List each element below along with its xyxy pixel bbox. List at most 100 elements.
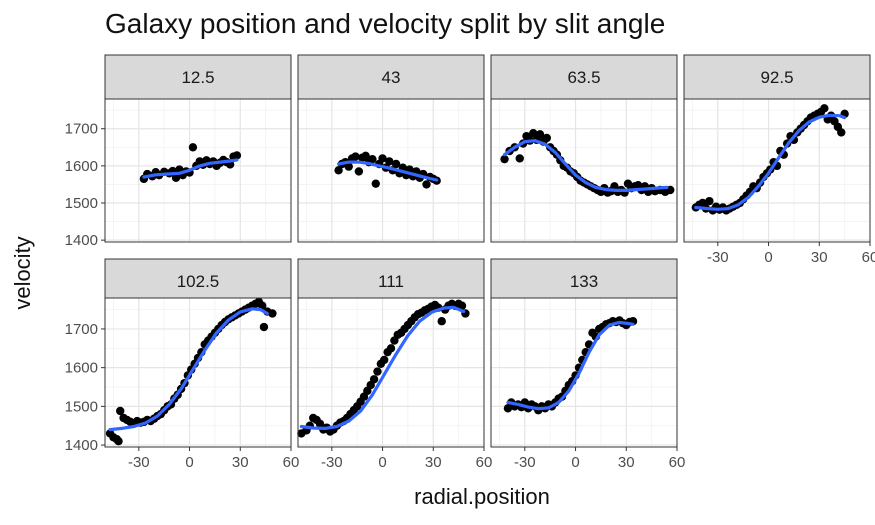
smooth-line: [506, 320, 635, 411]
data-point: [259, 322, 269, 332]
panel-12.5: 12.5 1400 1500 1600 1700: [65, 54, 292, 249]
strip-label: 111: [378, 272, 404, 291]
x-tick-label: 60: [283, 454, 300, 471]
strip-label: 12.5: [181, 68, 214, 87]
panel-111: 111 -30 0 30 60: [297, 258, 493, 471]
x-tick-label: 0: [185, 454, 193, 471]
smooth-line: [299, 305, 466, 430]
x-tick-label: 30: [232, 454, 249, 471]
y-tick-label: 1500: [65, 195, 98, 212]
data-point: [232, 151, 242, 160]
strip-label: 92.5: [760, 68, 793, 87]
panel-border: [104, 98, 292, 243]
panel-border: [490, 98, 678, 243]
data-point: [373, 367, 382, 376]
data-point: [171, 173, 181, 182]
strip-label: 43: [382, 68, 401, 87]
smooth-line: [337, 160, 439, 182]
smooth-line: [142, 158, 239, 179]
x-tick-label: -30: [128, 454, 150, 471]
y-tick-label: 1600: [65, 360, 98, 377]
panel-border: [297, 98, 485, 243]
data-point: [529, 128, 538, 138]
data-point: [386, 344, 396, 353]
panel-102.5: 102.5 -30 0 30 60 1400 1500 1600 1700: [65, 258, 300, 471]
strip-bg: [104, 258, 292, 304]
y-tick-label: 1700: [65, 321, 98, 338]
data-point: [385, 157, 394, 166]
data-point: [351, 152, 360, 161]
x-tick-label: 30: [425, 454, 442, 471]
data-point: [391, 159, 401, 169]
data-point: [422, 180, 431, 189]
data-point: [437, 317, 446, 326]
panel-border: [297, 297, 485, 448]
panel-border: [683, 98, 871, 243]
data-point: [354, 167, 364, 176]
data-point: [380, 355, 389, 365]
data-point: [820, 104, 829, 113]
y-axis-label: velocity: [10, 236, 35, 309]
panel-border: [104, 297, 292, 448]
panel-133: 133 -30 0 30 60: [490, 258, 686, 471]
panel-63.5: 63.5: [490, 54, 678, 243]
panel-border: [490, 297, 678, 448]
x-tick-label: 0: [764, 249, 772, 266]
x-tick-label: 60: [669, 454, 686, 471]
y-tick-label: 1400: [65, 232, 98, 249]
data-point: [515, 154, 524, 163]
data-point: [368, 154, 377, 164]
y-tick-label: 1600: [65, 158, 98, 175]
data-point: [457, 301, 467, 310]
strip-label: 102.5: [177, 272, 220, 291]
data-point: [705, 196, 714, 206]
strip-bg: [104, 54, 292, 100]
x-tick-label: 60: [862, 249, 875, 266]
panel-43: 43: [297, 54, 485, 243]
x-tick-label: -30: [514, 454, 536, 471]
data-point: [114, 436, 123, 446]
smooth-line: [502, 139, 669, 192]
strip-label: 133: [570, 272, 598, 291]
data-point: [500, 154, 509, 164]
smooth-line: [694, 113, 847, 211]
strip-bg: [297, 54, 485, 100]
data-point: [188, 143, 198, 152]
panel-bg: [491, 298, 677, 447]
data-point: [344, 162, 353, 171]
strip-bg: [490, 258, 678, 304]
x-tick-label: 0: [571, 454, 579, 471]
x-tick-label: -30: [321, 454, 343, 471]
data-point: [361, 151, 370, 161]
x-tick-label: 30: [811, 249, 828, 266]
x-tick-label: 0: [378, 454, 386, 471]
x-axis-label: radial.position: [414, 484, 550, 509]
panel-bg: [105, 99, 291, 242]
y-tick-label: 1500: [65, 398, 98, 415]
panel-bg: [684, 99, 870, 242]
chart-title: Galaxy position and velocity split by sl…: [105, 8, 666, 39]
data-point: [542, 133, 551, 143]
strip-bg: [297, 258, 485, 304]
data-point: [334, 166, 343, 175]
data-point: [268, 309, 277, 318]
strip-bg: [683, 54, 871, 100]
panel-92.5: 92.5 -30 0 30 60: [683, 54, 875, 266]
strip-label: 63.5: [567, 68, 600, 87]
data-point: [258, 301, 267, 310]
y-tick-label: 1400: [65, 437, 98, 454]
panel-bg: [491, 99, 677, 242]
data-point: [837, 128, 846, 137]
y-tick-label: 1700: [65, 121, 98, 138]
data-point: [371, 179, 380, 188]
smooth-line: [108, 307, 269, 432]
data-point: [369, 375, 379, 384]
x-tick-label: -30: [707, 249, 729, 266]
x-tick-label: 30: [618, 454, 635, 471]
data-point: [535, 130, 545, 139]
panel-bg: [298, 298, 484, 447]
data-point: [116, 406, 125, 416]
data-point: [378, 154, 387, 163]
x-tick-label: 60: [476, 454, 493, 471]
